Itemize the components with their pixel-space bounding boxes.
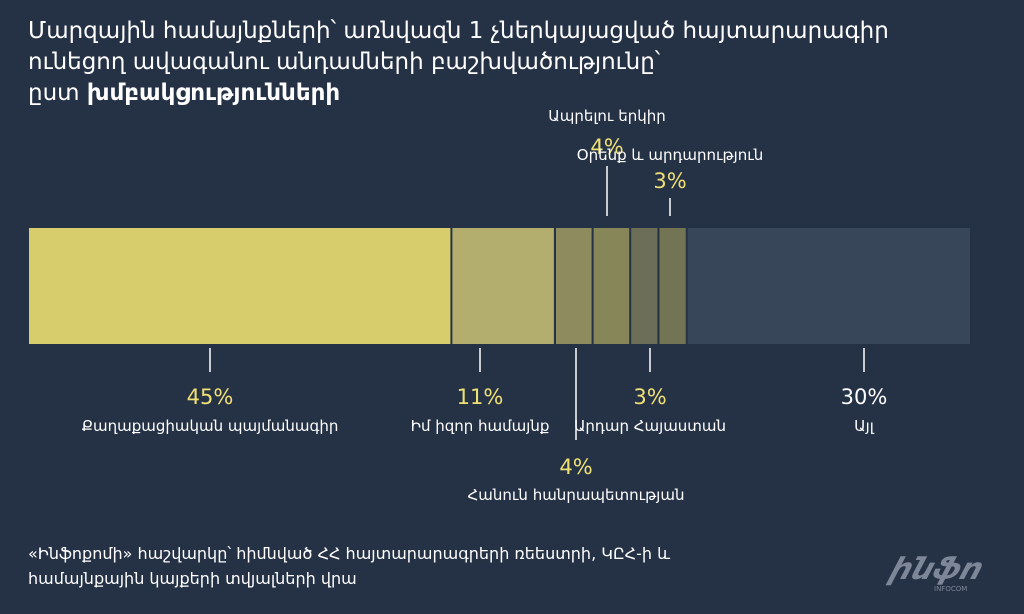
bar-segment-5 xyxy=(631,228,658,344)
value-label-3: 4% xyxy=(559,455,592,479)
category-label-7: Այլ xyxy=(854,417,875,435)
bar-segment-2 xyxy=(452,228,554,344)
category-label-1: Քաղաքացիական պայմանագիր xyxy=(82,417,339,435)
category-label-4: Ապրելու երկիր xyxy=(548,107,666,125)
source-note-line-2: համայնքային կայքերի տվյալների վրա xyxy=(28,569,357,588)
title-line-3-prefix: ըստ xyxy=(28,80,87,106)
title-line-1: Մարզային համայնքների՝ առնվազն 1 չներկայա… xyxy=(28,18,889,44)
infocom-logo: ինֆո INFOCOM xyxy=(884,552,988,593)
logo-wordmark: INFOCOM xyxy=(934,585,967,593)
value-label-4: 4% xyxy=(590,135,623,159)
logo-mark: ինֆո xyxy=(884,552,988,587)
category-label-2: Իմ իզոր համայնք xyxy=(411,417,550,435)
value-label-5: 3% xyxy=(633,385,666,409)
bar-segment-6 xyxy=(659,228,686,344)
source-note: «Ինֆոքոմի» հաշվարկը՝ հիմնված ՀՀ հայտարար… xyxy=(28,541,848,591)
value-label-7: 30% xyxy=(841,385,888,409)
source-note-line-1: «Ինֆոքոմի» հաշվարկը՝ հիմնված ՀՀ հայտարար… xyxy=(28,544,671,563)
bar-segment-1 xyxy=(29,228,451,344)
value-label-2: 11% xyxy=(457,385,504,409)
category-label-3: Հանուն հանրապետության xyxy=(468,486,685,504)
value-label-1: 45% xyxy=(187,385,234,409)
bar-segment-3 xyxy=(556,228,592,344)
category-label-6: Օրենք և արդարություն xyxy=(577,146,763,164)
title-line-3: ըստ խմբակցությունների xyxy=(28,78,1008,109)
bar-segment-7 xyxy=(687,228,970,344)
bar-segment-4 xyxy=(593,228,630,344)
category-label-5: Արդար Հայաստան xyxy=(574,417,726,435)
chart-title: Մարզային համայնքների՝ առնվազն 1 չներկայա… xyxy=(28,16,1008,109)
title-line-2: ունեցող ավագանու անդամների բաշխվածությու… xyxy=(28,49,661,75)
title-line-3-bold: խմբակցությունների xyxy=(86,80,341,106)
value-label-6: 3% xyxy=(653,169,686,193)
